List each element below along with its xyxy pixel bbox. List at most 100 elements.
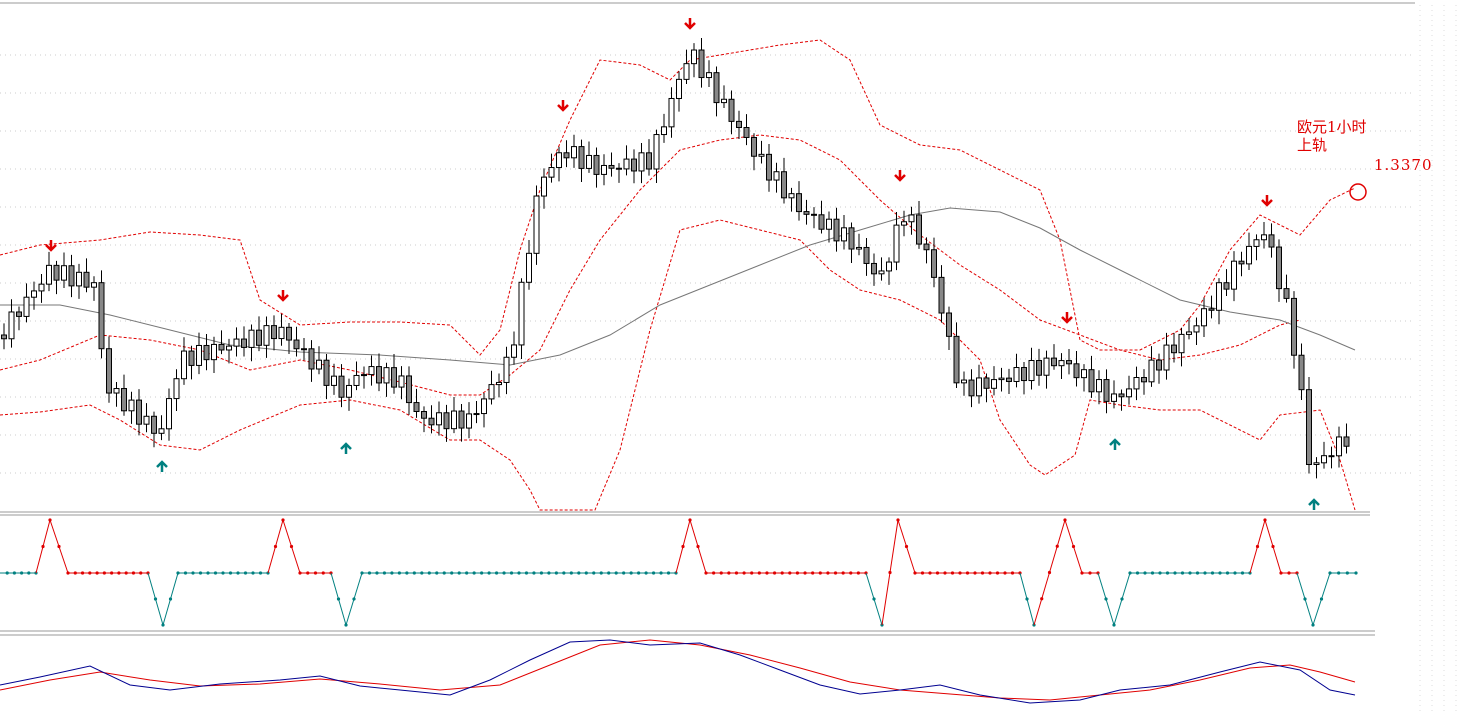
candle-body	[743, 126, 750, 138]
indicator-dot	[958, 571, 962, 575]
lower-band	[0, 219, 1356, 511]
indicator-dot	[562, 571, 566, 575]
candle-body	[166, 398, 172, 430]
sell-arrow	[45, 240, 57, 252]
indicator-dot	[811, 571, 815, 575]
indicator-dot	[622, 571, 626, 575]
indicator-dot	[397, 571, 401, 575]
indicator-dot	[818, 571, 822, 575]
candle-body	[668, 97, 675, 128]
candle-body	[443, 412, 450, 430]
indicator-dot	[803, 571, 807, 575]
indicator-dot	[251, 571, 255, 575]
candle-body	[1118, 393, 1125, 398]
candle-body	[983, 377, 990, 389]
candle-body	[676, 78, 682, 99]
indicator-dot	[228, 571, 233, 575]
indicator-dot	[258, 571, 263, 575]
candle-body	[488, 384, 495, 400]
indicator-dot	[243, 571, 248, 575]
indicator-dot	[1025, 597, 1029, 601]
indicator-dot	[509, 571, 514, 575]
candle-body	[248, 329, 255, 348]
indicator-dot	[1010, 571, 1015, 575]
candle-body	[398, 375, 405, 388]
candle-body	[1208, 308, 1215, 311]
candle-body	[1066, 360, 1072, 365]
candle-body	[601, 164, 607, 175]
candle-body	[173, 378, 180, 400]
indicator-dot	[841, 571, 845, 575]
candle-body	[1103, 379, 1110, 402]
candle-body	[938, 276, 945, 314]
candle-body	[563, 152, 570, 159]
candle-body	[91, 282, 97, 288]
indicator-dot	[765, 571, 769, 575]
indicator-dot	[1255, 544, 1260, 549]
indicator-dot	[412, 571, 416, 575]
candle-body	[1096, 379, 1102, 393]
sell-arrow	[1261, 195, 1273, 207]
indicator-dot	[629, 571, 633, 575]
macd-signal	[0, 639, 1356, 701]
candle-body	[796, 193, 802, 213]
candle-body	[803, 211, 810, 215]
candle-body	[1246, 245, 1252, 265]
candle-body	[1238, 260, 1245, 265]
candle-body	[188, 350, 195, 366]
candle-body	[233, 338, 240, 347]
candle-body	[98, 282, 105, 350]
indicator-dot	[502, 571, 506, 575]
indicator-dot	[435, 571, 439, 575]
indicator-dot	[750, 571, 754, 575]
indicator-dot	[1120, 597, 1124, 601]
candle-body	[278, 326, 285, 340]
macd-main	[0, 639, 1356, 704]
indicator-dot	[465, 571, 469, 575]
candle-body	[1336, 436, 1342, 457]
candle-body	[226, 345, 232, 351]
candle-body	[923, 243, 930, 251]
candle-body	[383, 367, 390, 384]
candle-body	[518, 281, 525, 346]
candle-body	[113, 388, 120, 394]
candle-body	[1283, 288, 1290, 299]
indicator-dot	[569, 571, 573, 575]
sell-arrow	[894, 170, 906, 182]
indicator-dot	[1210, 571, 1215, 575]
indicator-dot	[995, 571, 1000, 575]
indicator-dot	[95, 571, 99, 575]
indicator-dot	[1165, 571, 1170, 575]
indicator-dot	[102, 571, 106, 575]
candle-body	[721, 98, 727, 104]
indicator-dot	[1195, 571, 1200, 575]
candle-body	[331, 375, 337, 386]
candle-body	[893, 224, 900, 263]
candle-body	[961, 379, 967, 384]
candle-body	[436, 412, 442, 426]
indicator-dot	[856, 571, 860, 575]
target-circle	[1349, 183, 1367, 201]
candle-body	[1028, 360, 1035, 382]
candle-body	[593, 154, 600, 175]
indicator-dot	[494, 571, 499, 575]
candle-body	[1036, 360, 1042, 376]
candle-body	[511, 344, 517, 358]
indicator-dot	[1150, 571, 1155, 575]
candle-body	[76, 271, 82, 287]
indicator-dot	[517, 571, 521, 575]
candle-body	[623, 158, 630, 170]
candle-body	[466, 413, 472, 429]
candle-body	[1148, 359, 1155, 383]
candle-body	[196, 344, 202, 366]
signal-arrows	[45, 18, 1320, 510]
candle-body	[736, 120, 742, 128]
indicator-dot	[183, 571, 188, 575]
candle-body	[458, 410, 465, 429]
candle-body	[1291, 297, 1297, 356]
indicator-dot	[1225, 571, 1230, 575]
candle-body	[376, 366, 382, 384]
candle-body	[728, 98, 735, 122]
indicator-dot	[12, 571, 16, 575]
